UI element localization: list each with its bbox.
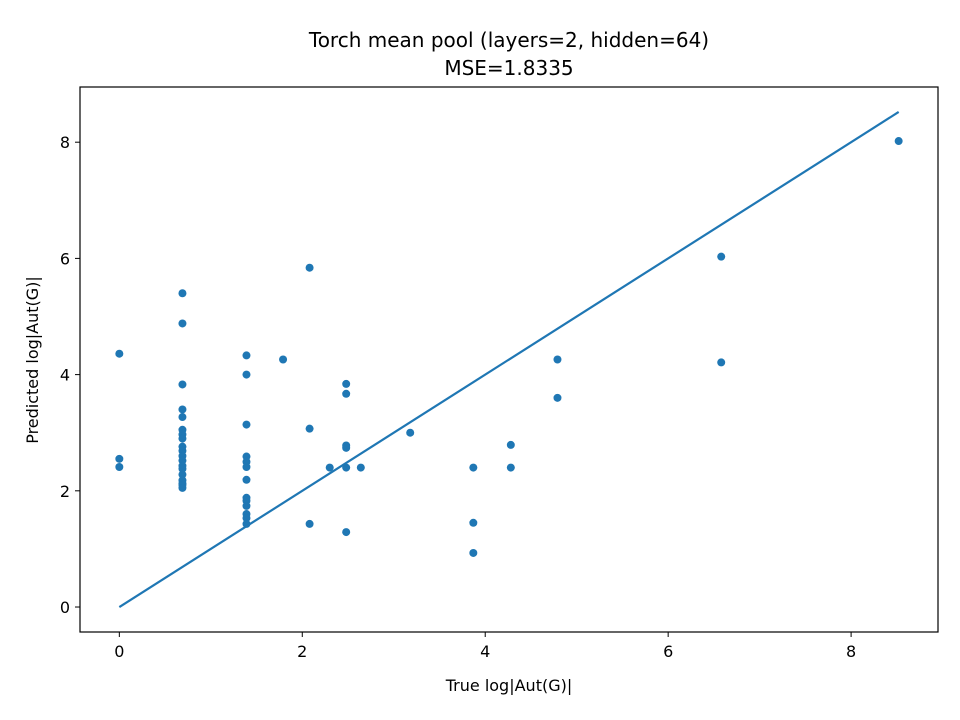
chart-title: Torch mean pool (layers=2, hidden=64) <box>308 28 709 52</box>
data-point-47 <box>406 428 415 437</box>
data-point-10 <box>178 434 187 443</box>
data-point-50 <box>469 548 478 557</box>
plot-area <box>115 111 903 608</box>
y-tick-label: 0 <box>60 598 70 617</box>
data-point-40 <box>342 379 351 388</box>
y-axis-ticks: 0 2 4 6 8 <box>60 133 80 617</box>
data-point-22 <box>242 351 251 360</box>
data-point-5 <box>178 380 187 389</box>
data-point-4 <box>178 319 187 328</box>
data-point-0 <box>115 349 124 358</box>
data-point-38 <box>305 519 314 528</box>
y-tick-label: 2 <box>60 482 70 501</box>
data-point-23 <box>242 370 251 379</box>
data-point-51 <box>506 440 515 449</box>
data-point-44 <box>342 463 351 472</box>
y-tick-label: 8 <box>60 133 70 152</box>
x-tick-label: 2 <box>297 642 307 661</box>
data-point-36 <box>305 263 314 272</box>
data-point-31 <box>242 501 251 510</box>
data-point-1 <box>115 454 124 463</box>
data-point-52 <box>506 463 515 472</box>
x-tick-label: 8 <box>846 642 856 661</box>
data-point-39 <box>325 463 334 472</box>
x-axis-ticks: 0 2 4 6 8 <box>114 632 856 661</box>
y-axis-label: Predicted log|Aut(G)| <box>23 276 42 444</box>
data-point-53 <box>553 355 562 364</box>
data-point-37 <box>305 424 314 433</box>
data-point-7 <box>178 413 187 422</box>
x-axis-label: True log|Aut(G)| <box>445 676 572 695</box>
data-point-41 <box>342 389 351 398</box>
chart-subtitle: MSE=1.8335 <box>444 56 573 80</box>
y-tick-label: 4 <box>60 366 70 385</box>
data-point-55 <box>717 252 726 261</box>
data-point-17 <box>178 470 187 479</box>
data-point-49 <box>469 518 478 527</box>
plot-frame <box>79 86 939 633</box>
data-point-27 <box>242 462 251 471</box>
data-point-28 <box>242 475 251 484</box>
data-point-54 <box>553 393 562 402</box>
x-tick-label: 0 <box>114 642 124 661</box>
data-point-43 <box>342 443 351 452</box>
identity-line <box>118 111 900 608</box>
data-point-16 <box>178 464 187 473</box>
data-point-21 <box>178 483 187 492</box>
data-point-56 <box>717 358 726 367</box>
data-point-57 <box>894 137 903 146</box>
data-point-48 <box>469 463 478 472</box>
data-point-33 <box>242 514 251 523</box>
x-tick-label: 4 <box>480 642 490 661</box>
y-tick-label: 6 <box>60 249 70 268</box>
data-point-24 <box>242 420 251 429</box>
data-point-35 <box>279 355 288 364</box>
data-point-46 <box>356 463 365 472</box>
x-tick-label: 6 <box>663 642 673 661</box>
data-point-3 <box>178 289 187 298</box>
data-point-2 <box>115 462 124 471</box>
data-point-45 <box>342 528 351 537</box>
data-point-6 <box>178 405 187 414</box>
